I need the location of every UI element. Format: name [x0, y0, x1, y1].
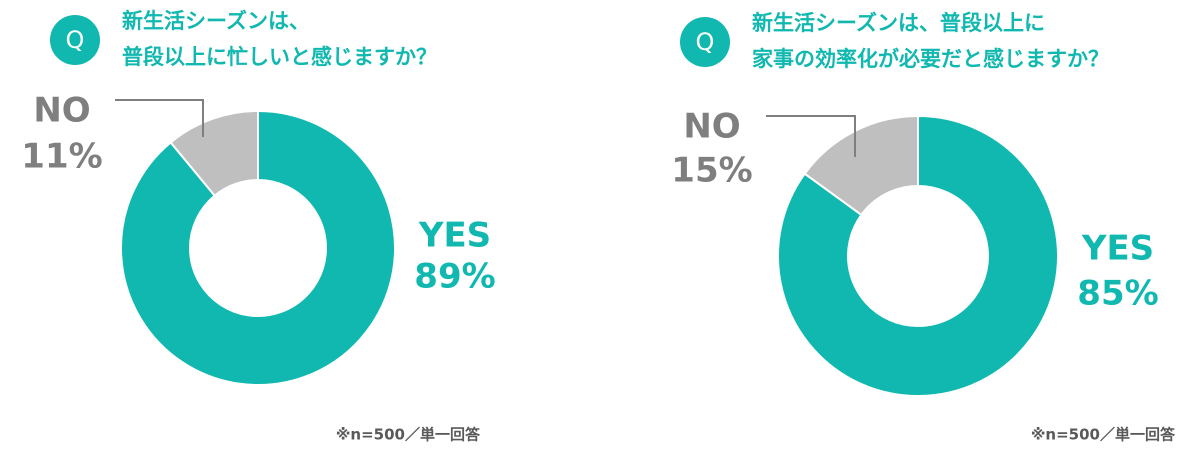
question-title: 新生活シーズンは、 [122, 9, 310, 33]
leader-line [115, 99, 204, 137]
slice-category-label: YES [418, 216, 491, 256]
slice-value-label: 85% [1077, 274, 1158, 314]
q-badge-text: Q [66, 26, 85, 54]
q-badge-text: Q [696, 28, 715, 56]
slice-category-label: YES [1081, 229, 1154, 269]
slice-category-label: NO [683, 107, 740, 147]
slice-category-label: NO [33, 91, 90, 131]
slice-value-label: 89% [414, 257, 495, 297]
q-badge [50, 15, 100, 65]
donut-slice [169, 109, 259, 198]
leader-line [766, 115, 856, 157]
q-badge [680, 17, 730, 67]
donut-slice [777, 114, 1059, 397]
question-title: 新生活シーズンは、普段以上に [752, 11, 1045, 35]
sample-note: ※n=500／単一回答 [336, 426, 481, 444]
question-title: 家事の効率化が必要だと感じますか？ [752, 47, 1109, 71]
donut-slice [803, 114, 919, 217]
question-title: 普段以上に忙しいと感じますか？ [122, 45, 437, 69]
donut-slice [120, 109, 396, 386]
sample-note: ※n=500／単一回答 [1031, 426, 1176, 444]
slice-value-label: 15% [671, 151, 752, 191]
slice-value-label: 11% [21, 137, 102, 177]
